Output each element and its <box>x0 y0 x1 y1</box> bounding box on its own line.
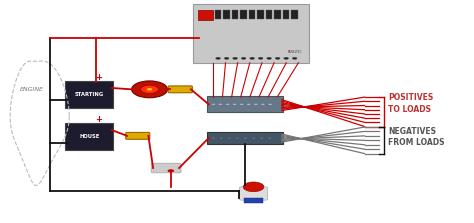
FancyBboxPatch shape <box>249 10 255 19</box>
Circle shape <box>228 137 231 139</box>
Circle shape <box>211 103 216 105</box>
FancyBboxPatch shape <box>151 163 181 173</box>
FancyBboxPatch shape <box>215 10 221 19</box>
FancyBboxPatch shape <box>65 123 113 150</box>
Circle shape <box>147 88 152 91</box>
FancyBboxPatch shape <box>198 10 213 20</box>
Circle shape <box>261 103 265 105</box>
Circle shape <box>167 169 174 172</box>
Circle shape <box>226 103 230 105</box>
Circle shape <box>258 57 263 59</box>
FancyBboxPatch shape <box>223 10 230 19</box>
Circle shape <box>292 57 297 59</box>
Text: +: + <box>95 73 102 82</box>
FancyBboxPatch shape <box>168 86 192 93</box>
Text: ENGINE: ENGINE <box>19 87 44 92</box>
Circle shape <box>236 137 239 139</box>
Circle shape <box>132 81 167 98</box>
Text: NEGATIVES
FROM LOADS: NEGATIVES FROM LOADS <box>388 127 445 147</box>
Circle shape <box>239 103 244 105</box>
FancyBboxPatch shape <box>274 10 281 19</box>
Circle shape <box>252 137 255 139</box>
Circle shape <box>233 103 237 105</box>
Circle shape <box>260 137 264 139</box>
Circle shape <box>246 103 251 105</box>
Text: STARTING: STARTING <box>75 92 104 97</box>
Circle shape <box>267 57 272 59</box>
FancyBboxPatch shape <box>283 10 290 19</box>
Text: POSITIVES
TO LOADS: POSITIVES TO LOADS <box>388 93 434 114</box>
Circle shape <box>254 103 258 105</box>
Text: HOUSE: HOUSE <box>79 134 100 139</box>
Circle shape <box>216 57 220 59</box>
Circle shape <box>244 137 247 139</box>
Circle shape <box>268 103 272 105</box>
Circle shape <box>275 57 280 59</box>
Text: +: + <box>95 115 102 124</box>
Circle shape <box>241 57 246 59</box>
FancyBboxPatch shape <box>239 187 268 200</box>
Circle shape <box>219 103 223 105</box>
Circle shape <box>250 57 255 59</box>
Circle shape <box>211 137 215 139</box>
Circle shape <box>224 57 229 59</box>
Text: PANELTEC: PANELTEC <box>288 50 302 54</box>
Circle shape <box>284 57 289 59</box>
FancyBboxPatch shape <box>240 10 247 19</box>
Circle shape <box>219 137 223 139</box>
FancyBboxPatch shape <box>232 10 238 19</box>
FancyBboxPatch shape <box>126 132 150 139</box>
FancyBboxPatch shape <box>292 10 298 19</box>
FancyBboxPatch shape <box>207 132 283 144</box>
Circle shape <box>141 85 158 94</box>
FancyBboxPatch shape <box>193 4 310 63</box>
FancyBboxPatch shape <box>65 81 113 108</box>
FancyBboxPatch shape <box>207 96 283 112</box>
Circle shape <box>233 57 237 59</box>
Circle shape <box>243 182 264 192</box>
FancyBboxPatch shape <box>266 10 273 19</box>
FancyBboxPatch shape <box>257 10 264 19</box>
FancyBboxPatch shape <box>244 198 263 203</box>
Circle shape <box>268 137 272 139</box>
